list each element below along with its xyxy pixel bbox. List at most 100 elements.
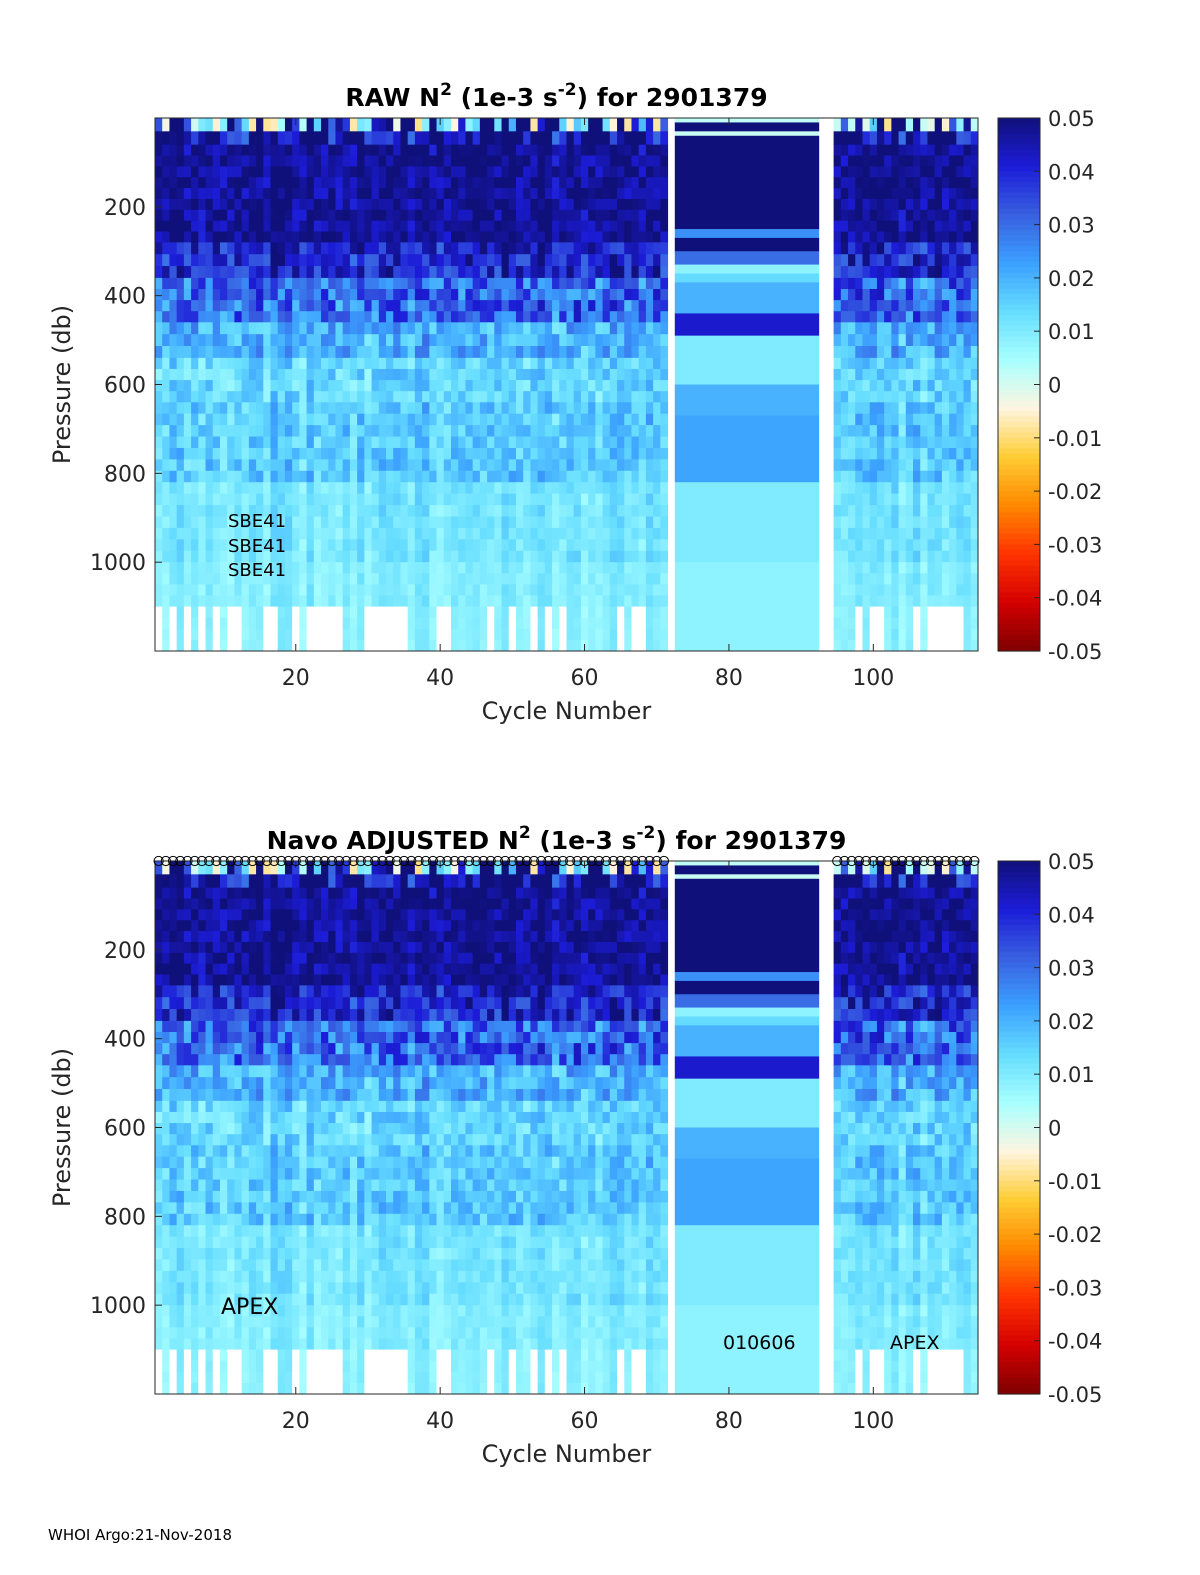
- heatmap-cell: [313, 231, 322, 243]
- colorbar-swatch: [998, 555, 1040, 561]
- heatmap-cell: [566, 470, 575, 483]
- heatmap-cell: [183, 1168, 192, 1181]
- heatmap-cell: [263, 188, 272, 200]
- heatmap-cell: [544, 447, 553, 460]
- heatmap-cell: [898, 459, 907, 472]
- heatmap-cell: [155, 1020, 163, 1033]
- heatmap-cell: [248, 447, 257, 460]
- heatmap-cell: [277, 539, 286, 552]
- heatmap-cell: [970, 413, 979, 426]
- heatmap-cell: [501, 231, 510, 243]
- heatmap-cell: [566, 188, 575, 200]
- heatmap-cell: [378, 254, 387, 267]
- heatmap-cell: [212, 974, 221, 986]
- heatmap-cell: [212, 198, 221, 211]
- heatmap-cell: [162, 1190, 170, 1203]
- heatmap-cell: [609, 595, 618, 608]
- heatmap-cell: [234, 289, 243, 301]
- heatmap-cell: [183, 1360, 192, 1373]
- heatmap-cell: [905, 606, 914, 619]
- heatmap-cell: [205, 1270, 214, 1283]
- heatmap-cell: [580, 220, 589, 233]
- heatmap-cell: [270, 539, 279, 552]
- heatmap-cell: [494, 131, 503, 146]
- heatmap-cell: [407, 639, 416, 652]
- heatmap-cell: [176, 368, 185, 381]
- heatmap-cell: [169, 493, 178, 506]
- heatmap-cell: [472, 573, 481, 585]
- heatmap-cell: [191, 220, 199, 233]
- heatmap-cell: [162, 1316, 170, 1328]
- heatmap-cell: [219, 1282, 228, 1295]
- heatmap-cell: [552, 470, 560, 483]
- heatmap-cell: [956, 402, 965, 415]
- heatmap-cell: [479, 368, 488, 381]
- x-tick-label: 40: [426, 666, 454, 691]
- heatmap-cell: [552, 584, 560, 596]
- heatmap-cell: [530, 368, 539, 381]
- heatmap-cell: [515, 595, 524, 608]
- heatmap-cell: [378, 266, 387, 279]
- heatmap-cell: [205, 277, 214, 290]
- heatmap-cell: [508, 550, 517, 563]
- heatmap-cell: [241, 155, 250, 167]
- heatmap-cell: [241, 639, 250, 652]
- heatmap-cell: [956, 118, 965, 132]
- heatmap-cell: [191, 1134, 199, 1146]
- heatmap-cell: [631, 550, 640, 563]
- heatmap-cell: [155, 584, 163, 596]
- heatmap-cell: [306, 198, 315, 211]
- heatmap-cell: [602, 516, 611, 529]
- heatmap-cell: [913, 584, 921, 596]
- heatmap-cell: [400, 425, 409, 438]
- heatmap-cell: [552, 562, 560, 574]
- heatmap-cell: [191, 985, 199, 998]
- heatmap-cell: [913, 493, 921, 506]
- heatmap-cell: [227, 573, 235, 585]
- heatmap-cell: [313, 188, 322, 200]
- heatmap-cell: [653, 425, 661, 438]
- heatmap-cell: [342, 527, 351, 540]
- heatmap-cell: [494, 118, 503, 132]
- heatmap-cell: [905, 425, 914, 438]
- heatmap-cell: [227, 155, 235, 167]
- heatmap-cell: [393, 188, 401, 200]
- heatmap-cell: [898, 277, 907, 290]
- heatmap-cell: [342, 595, 351, 608]
- heatmap-cell: [970, 131, 979, 146]
- heatmap-cell: [191, 242, 199, 255]
- heatmap-cell: [494, 346, 503, 359]
- heatmap-cell: [465, 573, 474, 585]
- heatmap-cell: [169, 425, 178, 438]
- heatmap-cell: [313, 198, 322, 211]
- heatmap-cell: [183, 527, 192, 540]
- heatmap-cell: [934, 527, 943, 540]
- heatmap-cell: [248, 346, 257, 359]
- heatmap-cell: [205, 402, 214, 415]
- heatmap-cell: [198, 1054, 207, 1066]
- heatmap-cell: [869, 242, 878, 255]
- heatmap-cell: [176, 380, 185, 392]
- heatmap-cell: [205, 505, 214, 517]
- heatmap-cell: [465, 289, 474, 301]
- heatmap-cell: [949, 277, 957, 290]
- heatmap-cell: [299, 493, 308, 506]
- heatmap-cell: [956, 131, 965, 146]
- heatmap-cell: [328, 505, 336, 517]
- heatmap-cell: [284, 322, 293, 335]
- heatmap-cell: [588, 516, 596, 529]
- heatmap-cell: [573, 242, 582, 255]
- heatmap-cell: [848, 402, 856, 415]
- heatmap-cell: [905, 380, 914, 392]
- heatmap-cell: [552, 516, 560, 529]
- heatmap-cell: [443, 573, 452, 585]
- heatmap-cell: [219, 322, 228, 335]
- heatmap-cell: [234, 639, 243, 652]
- heatmap-cell: [198, 254, 207, 267]
- heatmap-cell: [602, 447, 611, 460]
- heatmap-cell: [653, 311, 661, 323]
- heatmap-cell: [617, 188, 625, 200]
- heatmap-cell: [169, 334, 178, 347]
- heatmap-cell: [422, 606, 430, 619]
- heatmap-cell: [176, 209, 185, 222]
